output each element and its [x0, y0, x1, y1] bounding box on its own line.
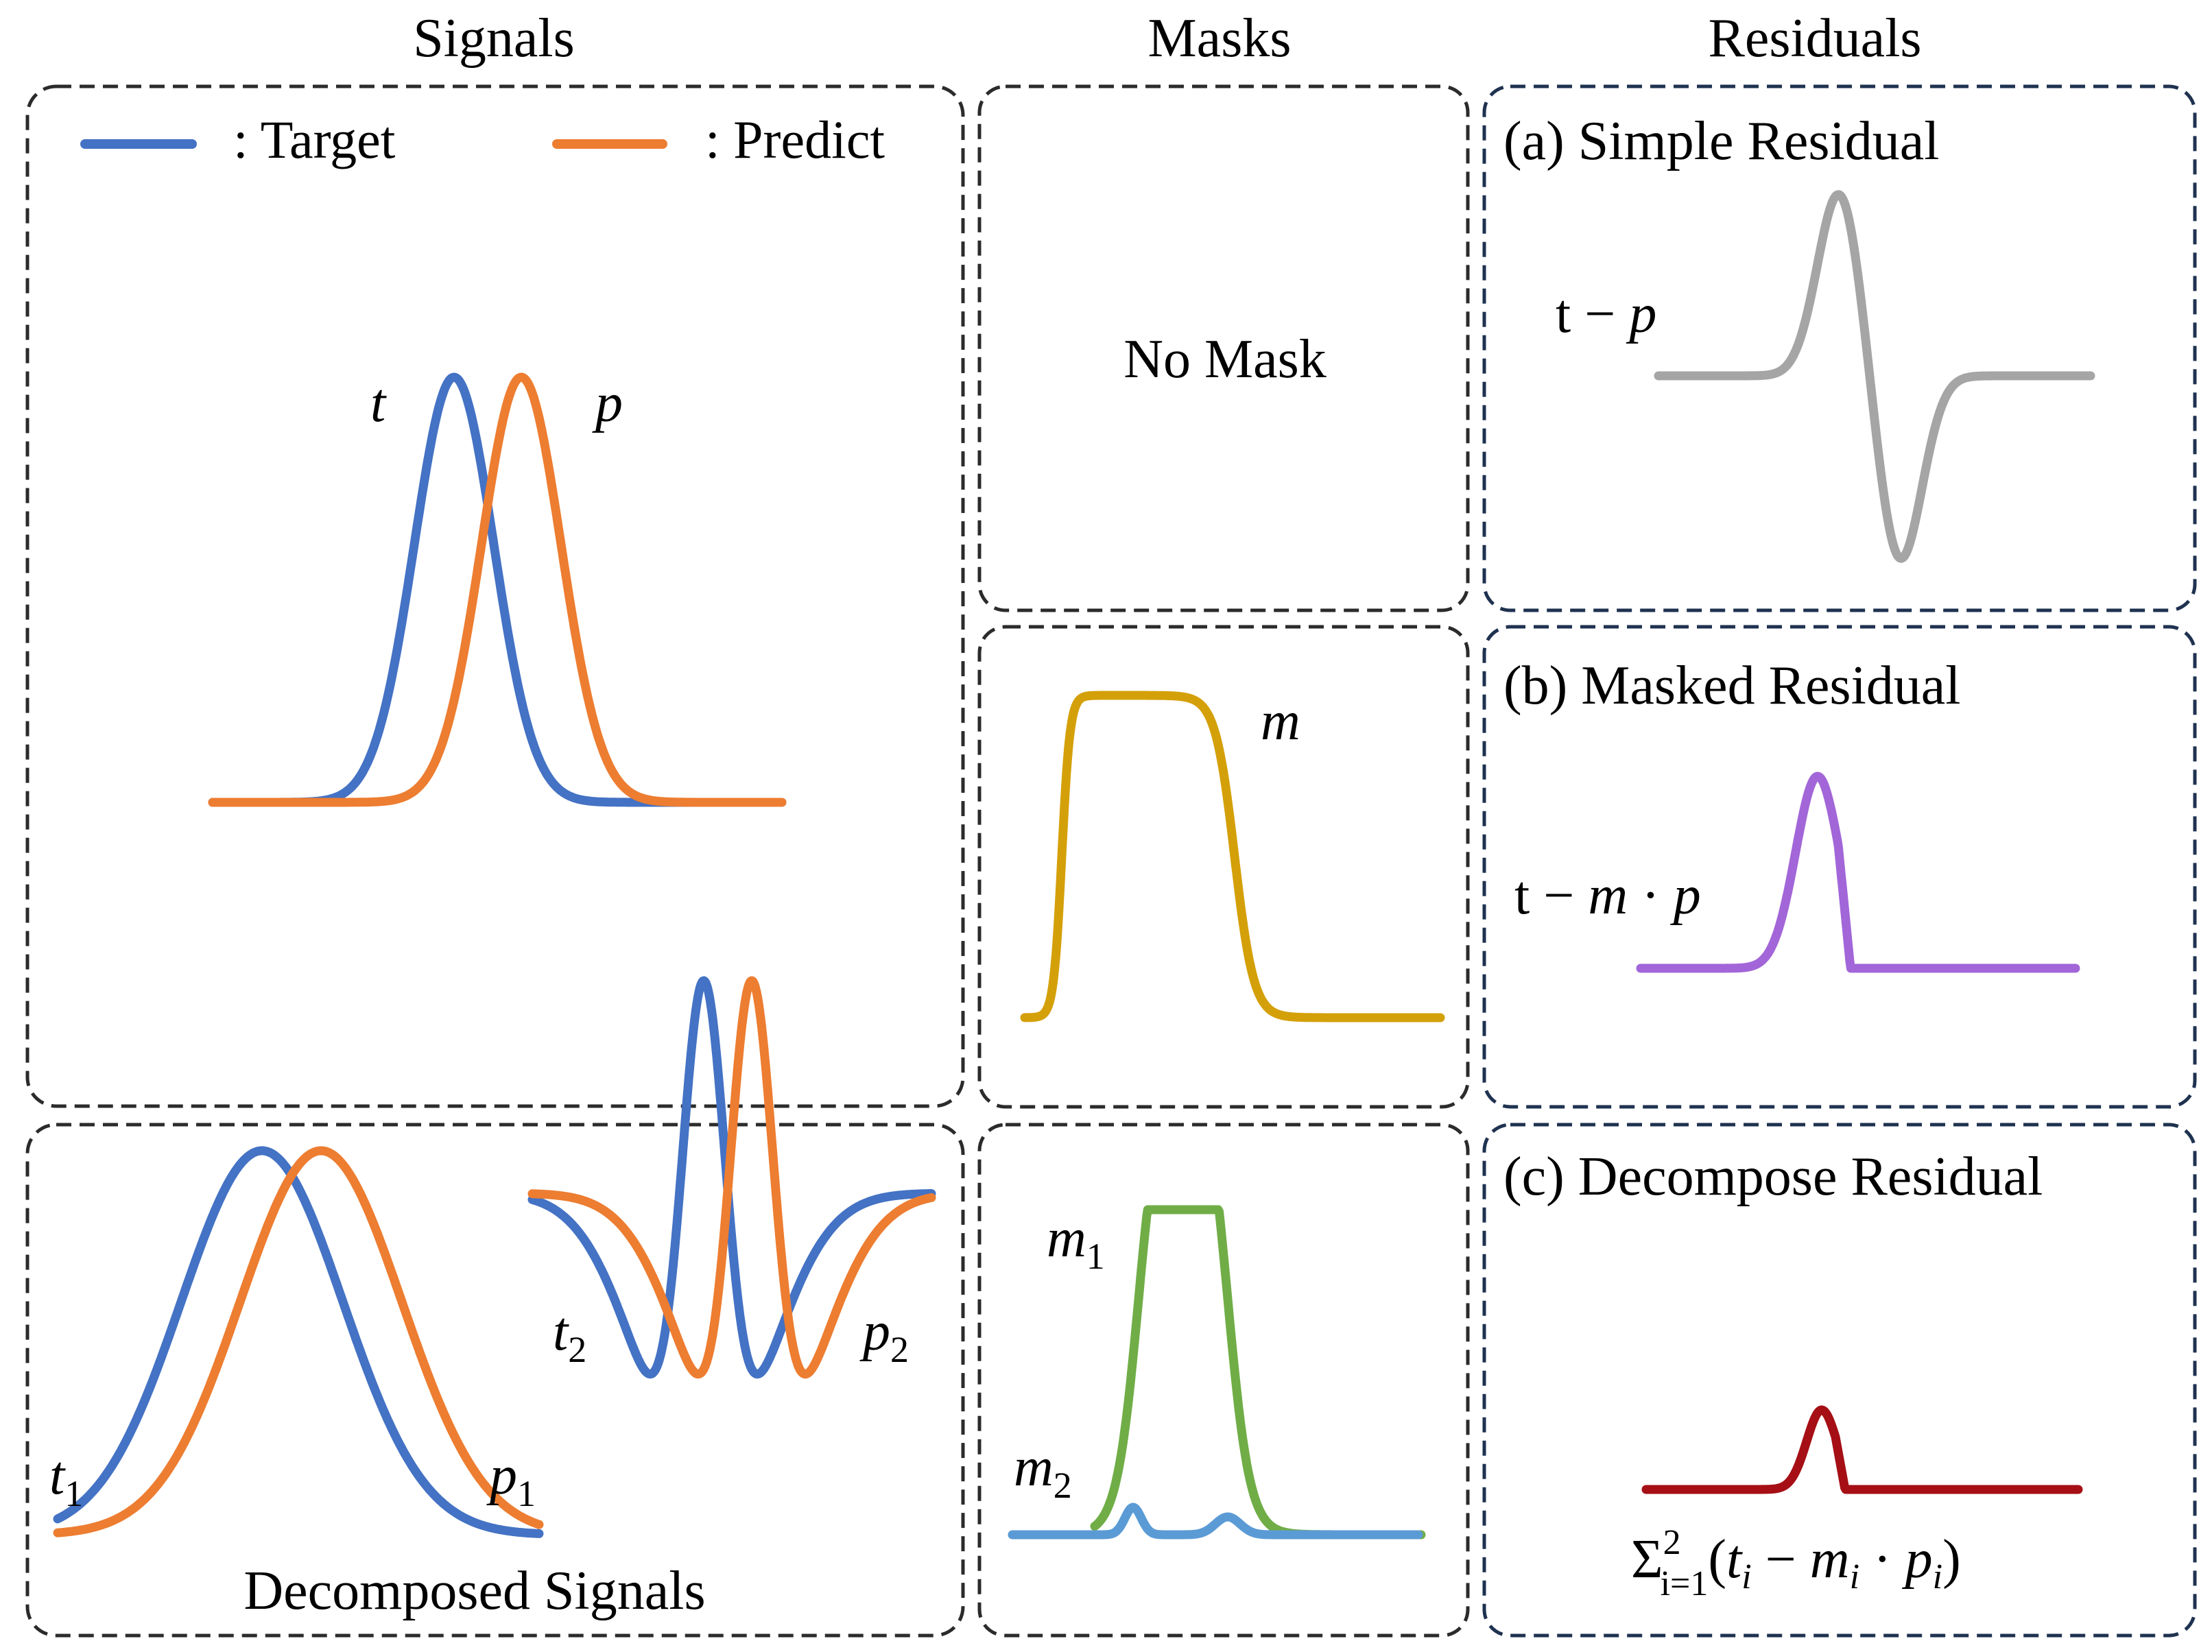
legend-predict-label: : Predict — [705, 110, 885, 169]
signals-panel — [25, 84, 965, 1108]
t2-label: t2 — [553, 1302, 586, 1370]
p1-label: p1 — [486, 1446, 536, 1514]
target-component-1-curve — [53, 1146, 544, 1538]
predict-signal-curve — [208, 372, 787, 807]
header-residuals: Residuals — [1708, 8, 1921, 69]
simple-residual-panel — [1482, 84, 2197, 612]
masks-decomposed-panel — [977, 1123, 1470, 1638]
decompose-residual-panel — [1482, 1123, 2197, 1638]
no-mask-panel — [977, 84, 1470, 612]
masked-residual-title: (b) Masked Residual — [1503, 656, 1961, 716]
m1-label: m1 — [1047, 1208, 1105, 1277]
simple-residual-formula: t − p — [1556, 284, 1656, 344]
p2-label: p2 — [859, 1302, 909, 1370]
target-label: t — [370, 373, 387, 433]
simple-residual-title: (a) Simple Residual — [1503, 111, 1939, 171]
predict-component-2-curve — [527, 976, 936, 1379]
masked-residual-panel — [1482, 625, 2197, 1109]
legend-target-label: : Target — [233, 110, 396, 169]
mask-m-curve — [1020, 691, 1445, 1022]
mask-m-panel — [977, 625, 1470, 1109]
decompose-residual-curve — [1641, 1405, 2083, 1494]
masked-residual-curve — [1636, 771, 2080, 973]
predict-label: p — [592, 373, 623, 433]
decomposed-signals-panel — [25, 1123, 965, 1638]
mask-m2-curve — [1008, 1503, 1423, 1540]
mask-m-label: m — [1261, 691, 1300, 752]
masked-residual-formula: t − m · p — [1514, 865, 1701, 926]
decompose-residual-title: (c) Decompose Residual — [1503, 1147, 2043, 1207]
header-signals: Signals — [413, 8, 575, 69]
t1-label: t1 — [49, 1446, 83, 1514]
mask-m1-curve — [1090, 1205, 1426, 1540]
no-mask-label: No Mask — [1123, 329, 1327, 390]
m2-label: m2 — [1014, 1437, 1072, 1506]
decomposed-signals-caption: Decomposed Signals — [243, 1561, 705, 1621]
simple-residual-curve — [1654, 190, 2095, 563]
target-component-2-curve — [527, 976, 936, 1379]
predict-component-1-curve — [53, 1146, 544, 1537]
decompose-residual-formula: Σ2 i=1(ti − mi · pi) — [1631, 1523, 1961, 1603]
header-masks: Masks — [1148, 8, 1292, 69]
